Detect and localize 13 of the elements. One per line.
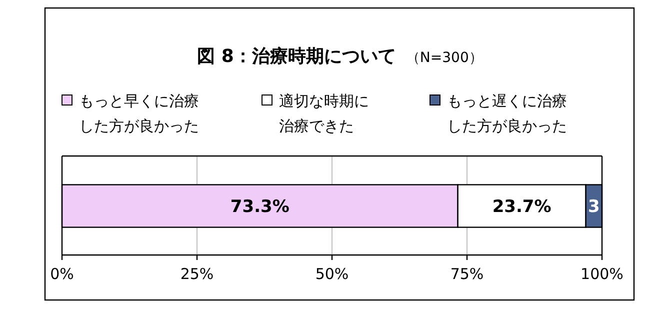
x-tick-label: 100% xyxy=(580,265,624,283)
x-tick-label: 0% xyxy=(50,265,74,283)
legend-label: もっと遅くに治療した方が良かった xyxy=(447,92,567,135)
data-label: 23.7% xyxy=(492,196,552,217)
x-tick-label: 75% xyxy=(450,265,484,283)
chart-subtitle: （N=300） xyxy=(406,50,483,66)
data-label: 73.3% xyxy=(230,196,290,217)
x-tick-label: 25% xyxy=(180,265,214,283)
legend-label: もっと早くに治療した方が良かった xyxy=(79,92,199,135)
chart-title: 図 8：治療時期について xyxy=(197,46,396,67)
legend-label: 適切な時期に治療できた xyxy=(279,92,369,135)
data-label: 3 xyxy=(588,196,600,217)
x-tick-label: 50% xyxy=(315,265,349,283)
